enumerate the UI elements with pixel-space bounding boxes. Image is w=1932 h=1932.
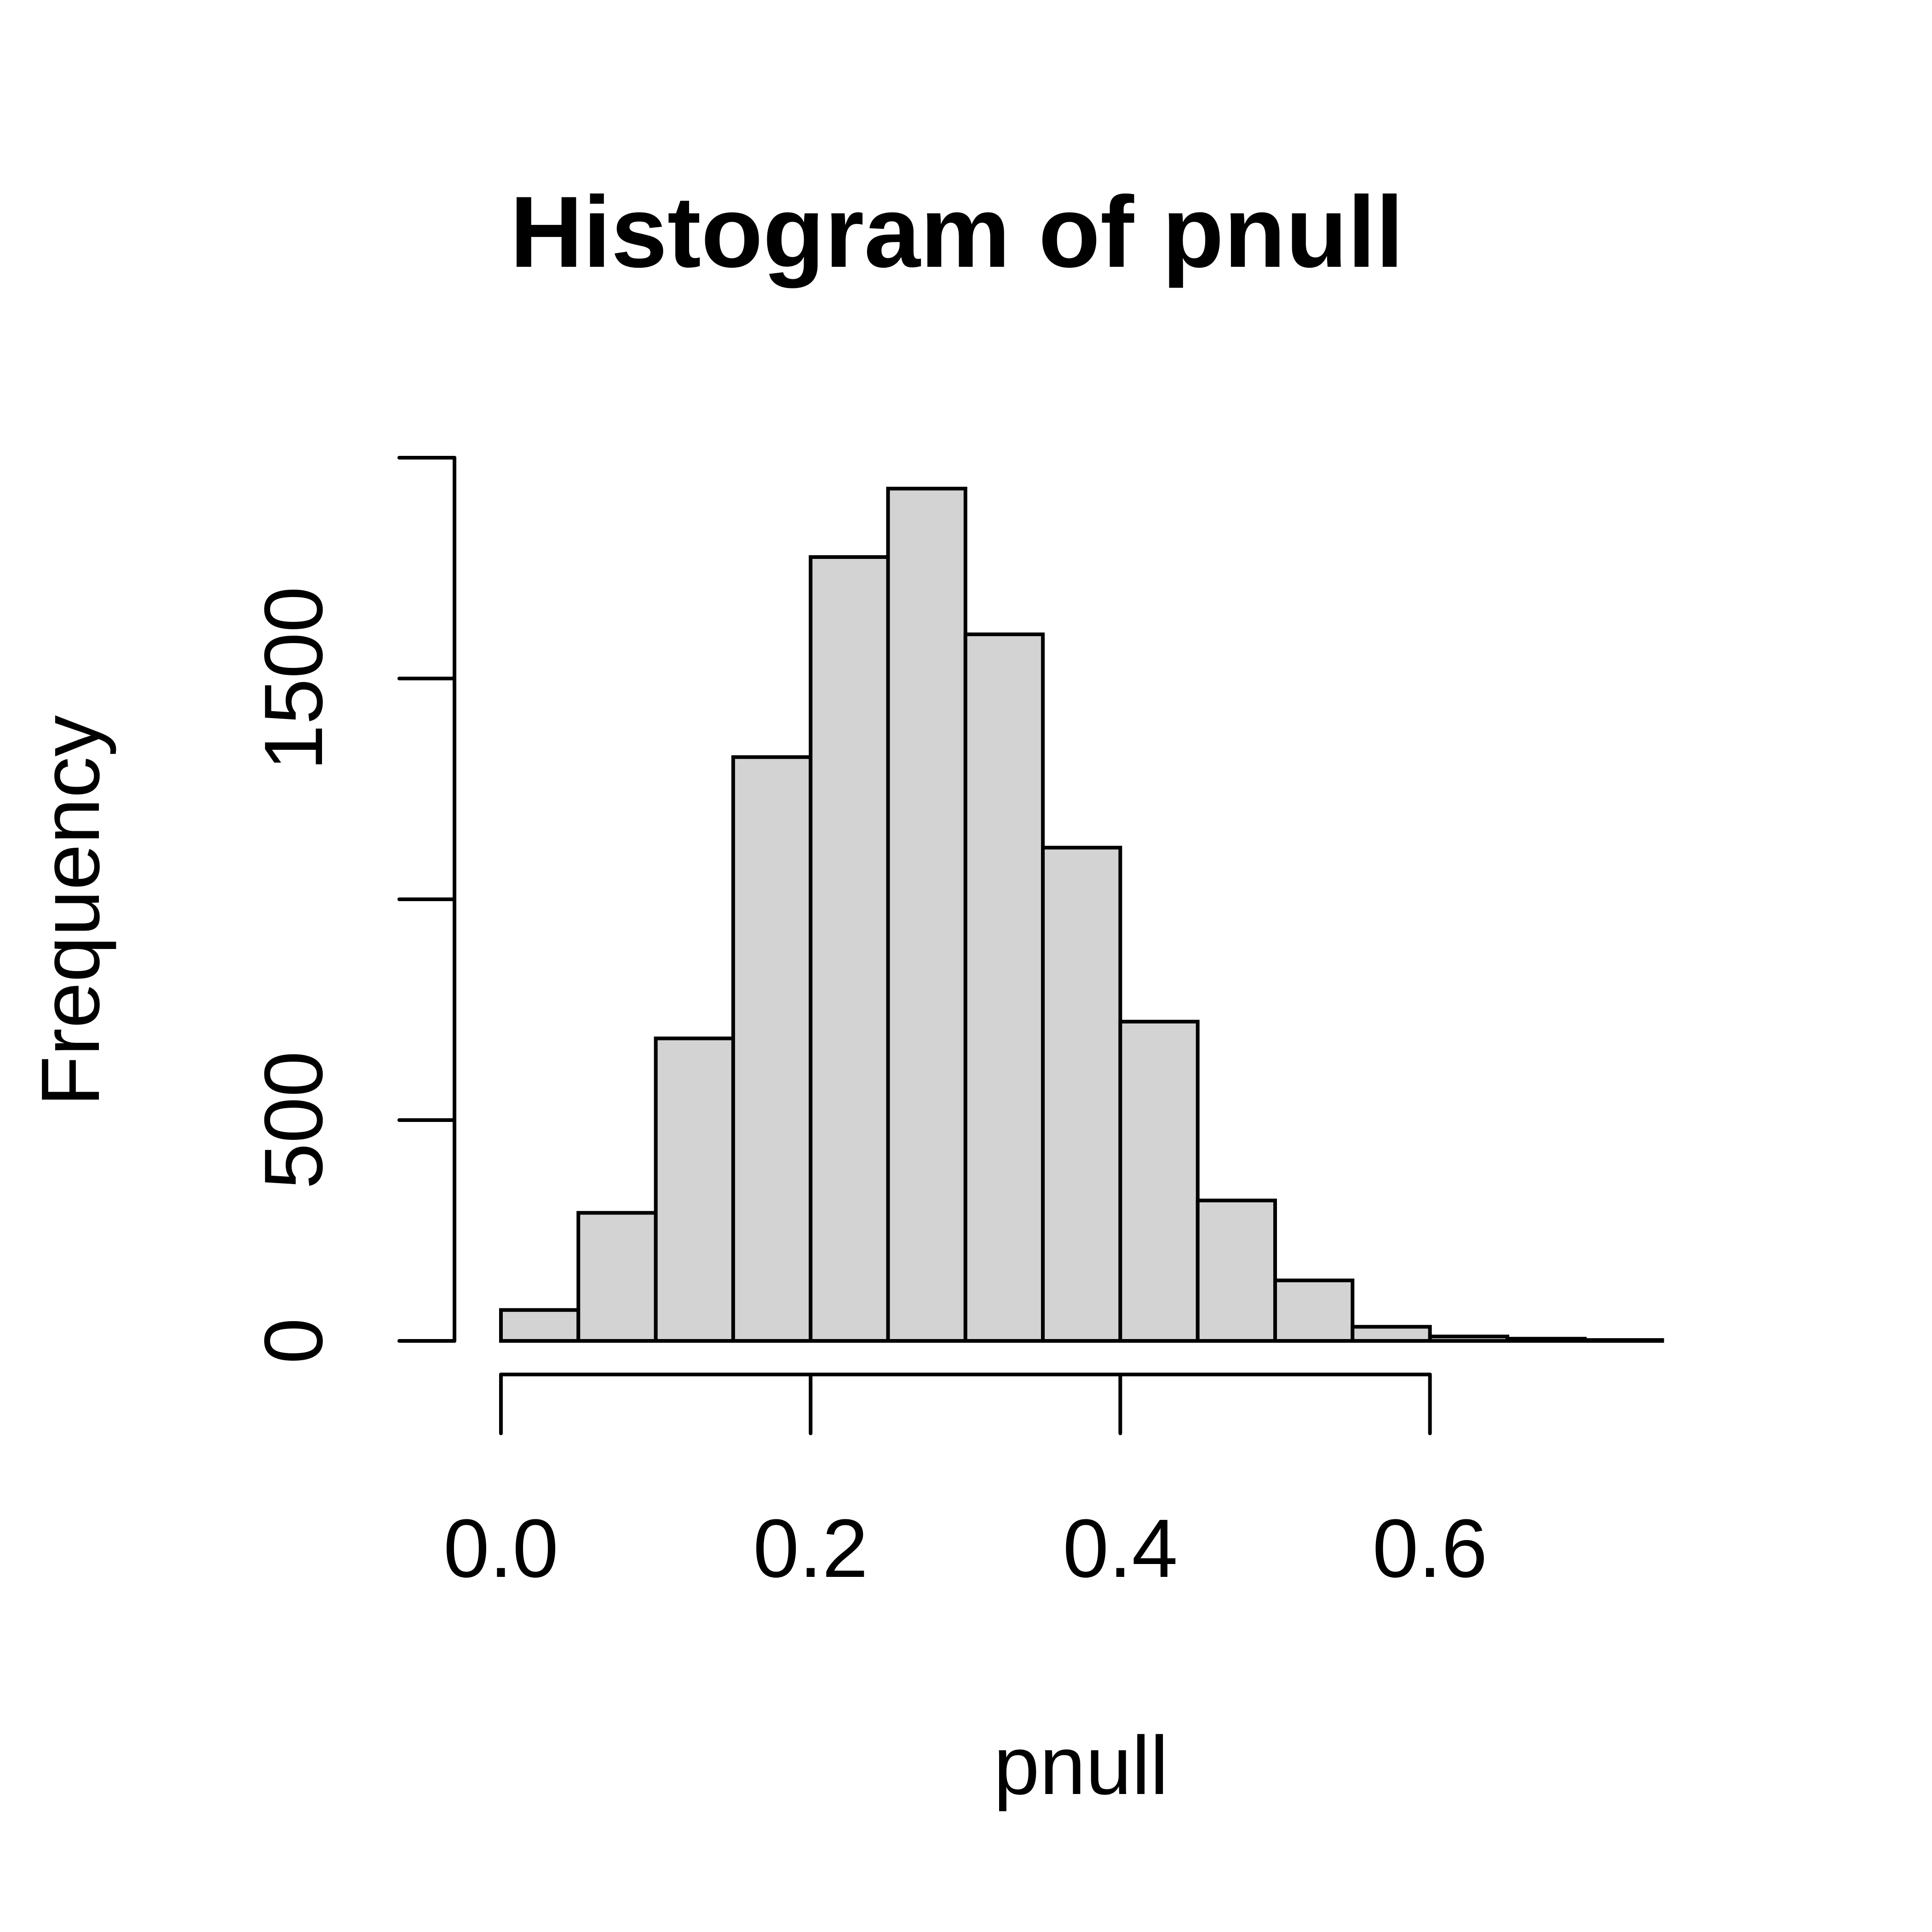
histogram-bar xyxy=(576,1211,658,1343)
histogram-bar xyxy=(654,1036,735,1343)
histogram-bar xyxy=(1351,1325,1432,1343)
y-tick-label: 500 xyxy=(247,1051,340,1189)
x-tick-label: 0.2 xyxy=(753,1502,868,1595)
y-tick-label: 0 xyxy=(247,1318,340,1364)
histogram-bar xyxy=(1583,1338,1664,1343)
histogram-bar xyxy=(1428,1334,1509,1343)
x-tick-label: 0.0 xyxy=(443,1502,558,1595)
bars-group xyxy=(499,487,1664,1343)
histogram-bar xyxy=(499,1308,581,1343)
histogram-bar xyxy=(963,632,1045,1343)
y-axis: 0 500 1500 xyxy=(247,456,456,1364)
histogram-bar xyxy=(1041,845,1122,1343)
histogram-bar xyxy=(886,487,967,1343)
histogram-bar xyxy=(1118,1019,1200,1343)
y-axis-label: Frequency xyxy=(24,715,117,1106)
histogram-bar xyxy=(809,555,890,1343)
chart-title: Histogram of pnull xyxy=(510,175,1403,288)
x-axis: 0.0 0.2 0.4 0.6 xyxy=(443,1373,1488,1595)
histogram-bar xyxy=(731,755,813,1343)
histogram-bar xyxy=(1196,1198,1277,1343)
y-tick-label: 1500 xyxy=(247,586,340,770)
histogram-bar xyxy=(1505,1337,1587,1343)
x-tick-label: 0.6 xyxy=(1372,1502,1487,1595)
histogram-bar xyxy=(1273,1278,1355,1343)
x-axis-label: pnull xyxy=(994,1719,1168,1812)
x-tick-label: 0.4 xyxy=(1063,1502,1178,1595)
